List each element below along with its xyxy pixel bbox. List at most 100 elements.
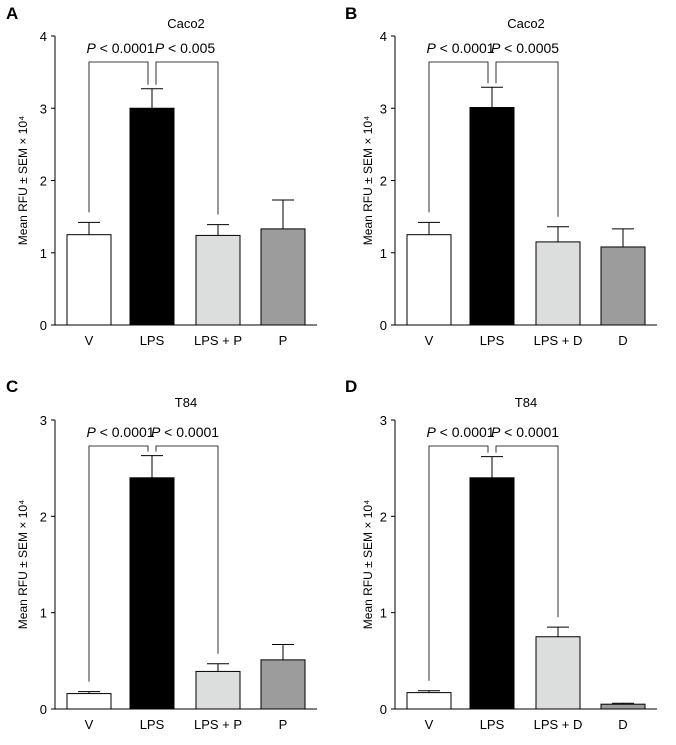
- significance-bracket: [155, 61, 219, 215]
- y-tick-label: 2: [40, 509, 47, 524]
- y-tick-label: 2: [40, 174, 47, 189]
- significance-bracket: [428, 445, 489, 681]
- p-value-label: P < 0.0001: [491, 424, 559, 440]
- x-category-label: LPS: [140, 717, 165, 732]
- p-threshold: < 0.0001: [500, 424, 559, 440]
- significance-bracket: [495, 445, 559, 618]
- y-axis-label: Mean RFU ± SEM × 10⁴: [361, 500, 375, 629]
- p-symbol: P: [151, 424, 161, 440]
- x-category-label: D: [618, 333, 627, 348]
- y-tick-label: 1: [40, 246, 47, 261]
- x-category-label: LPS: [140, 333, 165, 348]
- y-tick-label: 3: [40, 413, 47, 428]
- y-axis-label: Mean RFU ± SEM × 10⁴: [16, 500, 30, 629]
- bar-v: [406, 234, 452, 326]
- bar-d: [600, 703, 646, 710]
- y-tick-label: 0: [380, 702, 387, 717]
- y-axis-label: Mean RFU ± SEM × 10⁴: [16, 116, 30, 245]
- chart-panel-c: C T84 Mean RFU ± SEM × 10⁴ 0 1 2 3 V LPS LPS + P P…: [6, 377, 317, 732]
- x-category-label: LPS + D: [534, 717, 583, 732]
- p-symbol: P: [491, 424, 501, 440]
- y-tick-label: 1: [40, 606, 47, 621]
- chart-title: Caco2: [167, 16, 205, 31]
- p-symbol: P: [426, 40, 436, 56]
- p-value-label: P < 0.0001: [86, 40, 154, 56]
- y-tick-label: 1: [380, 606, 387, 621]
- bar-d: [600, 246, 646, 326]
- p-symbol: P: [426, 424, 436, 440]
- x-category-label: LPS: [480, 717, 505, 732]
- bar-lps: [469, 107, 515, 326]
- x-category-label: LPS: [480, 333, 505, 348]
- y-axis-label: Mean RFU ± SEM × 10⁴: [361, 116, 375, 245]
- significance-bracket: [88, 61, 149, 213]
- bar-lps: [469, 477, 515, 710]
- y-tick-label: 4: [380, 29, 387, 44]
- p-value-label: P < 0.005: [155, 40, 216, 56]
- chart-panel-a: A Caco2 Mean RFU ± SEM × 10⁴ 0 1 2 3 4 V LPS LPS +…: [6, 4, 317, 348]
- x-category-label: V: [85, 333, 94, 348]
- significance-bracket: [155, 445, 219, 654]
- chart-title: T84: [515, 395, 537, 410]
- p-symbol: P: [86, 40, 96, 56]
- y-tick-label: 2: [380, 174, 387, 189]
- bar-lps-d: [535, 636, 581, 710]
- x-category-label: LPS + P: [194, 333, 242, 348]
- x-category-label: LPS + P: [194, 717, 242, 732]
- bar-lps-p: [195, 670, 241, 710]
- bar-v: [66, 234, 112, 326]
- p-symbol: P: [491, 40, 501, 56]
- y-tick-label: 4: [40, 29, 47, 44]
- p-symbol: P: [86, 424, 96, 440]
- chart-panel-b: B Caco2 Mean RFU ± SEM × 10⁴ 0 1 2 3 4 V LPS LPS +…: [345, 4, 657, 348]
- p-value-label: P < 0.0005: [491, 40, 559, 56]
- chart-panel-d: D T84 Mean RFU ± SEM × 10⁴ 0 1 2 3 V LPS LPS + D D…: [345, 377, 657, 732]
- bar-v: [406, 692, 452, 710]
- panel-letter: B: [345, 4, 357, 23]
- y-tick-label: 3: [380, 413, 387, 428]
- y-tick-label: 0: [380, 318, 387, 333]
- x-category-label: V: [425, 333, 434, 348]
- p-threshold: < 0.0001: [436, 40, 495, 56]
- y-tick-label: 1: [380, 246, 387, 261]
- p-threshold: < 0.0001: [96, 424, 155, 440]
- x-category-label: D: [618, 717, 627, 732]
- x-category-label: P: [279, 717, 288, 732]
- significance-bracket: [495, 61, 559, 217]
- p-value-label: P < 0.0001: [426, 424, 494, 440]
- chart-title: T84: [175, 395, 197, 410]
- p-threshold: < 0.0001: [160, 424, 219, 440]
- p-threshold: < 0.0001: [96, 40, 155, 56]
- p-value-label: P < 0.0001: [151, 424, 219, 440]
- p-value-label: P < 0.0001: [86, 424, 154, 440]
- p-threshold: < 0.005: [164, 40, 215, 56]
- panel-letter: C: [6, 377, 18, 396]
- bar-p: [260, 228, 306, 326]
- bar-lps-d: [535, 241, 581, 326]
- bar-lps: [129, 477, 175, 710]
- panel-letter: D: [345, 377, 357, 396]
- y-tick-label: 0: [40, 318, 47, 333]
- y-tick-label: 3: [380, 101, 387, 116]
- x-category-label: LPS + D: [534, 333, 583, 348]
- bar-lps: [129, 107, 175, 326]
- significance-bracket: [88, 445, 149, 682]
- chart-title: Caco2: [507, 16, 545, 31]
- y-tick-label: 2: [380, 509, 387, 524]
- p-threshold: < 0.0001: [436, 424, 495, 440]
- panel-letter: A: [6, 4, 18, 23]
- bar-p: [260, 659, 306, 710]
- y-tick-label: 3: [40, 101, 47, 116]
- p-threshold: < 0.0005: [500, 40, 559, 56]
- x-category-label: V: [85, 717, 94, 732]
- p-symbol: P: [155, 40, 165, 56]
- bar-v: [66, 693, 112, 710]
- p-value-label: P < 0.0001: [426, 40, 494, 56]
- bar-lps-p: [195, 234, 241, 326]
- y-tick-label: 0: [40, 702, 47, 717]
- x-category-label: P: [279, 333, 288, 348]
- significance-bracket: [428, 61, 489, 213]
- x-category-label: V: [425, 717, 434, 732]
